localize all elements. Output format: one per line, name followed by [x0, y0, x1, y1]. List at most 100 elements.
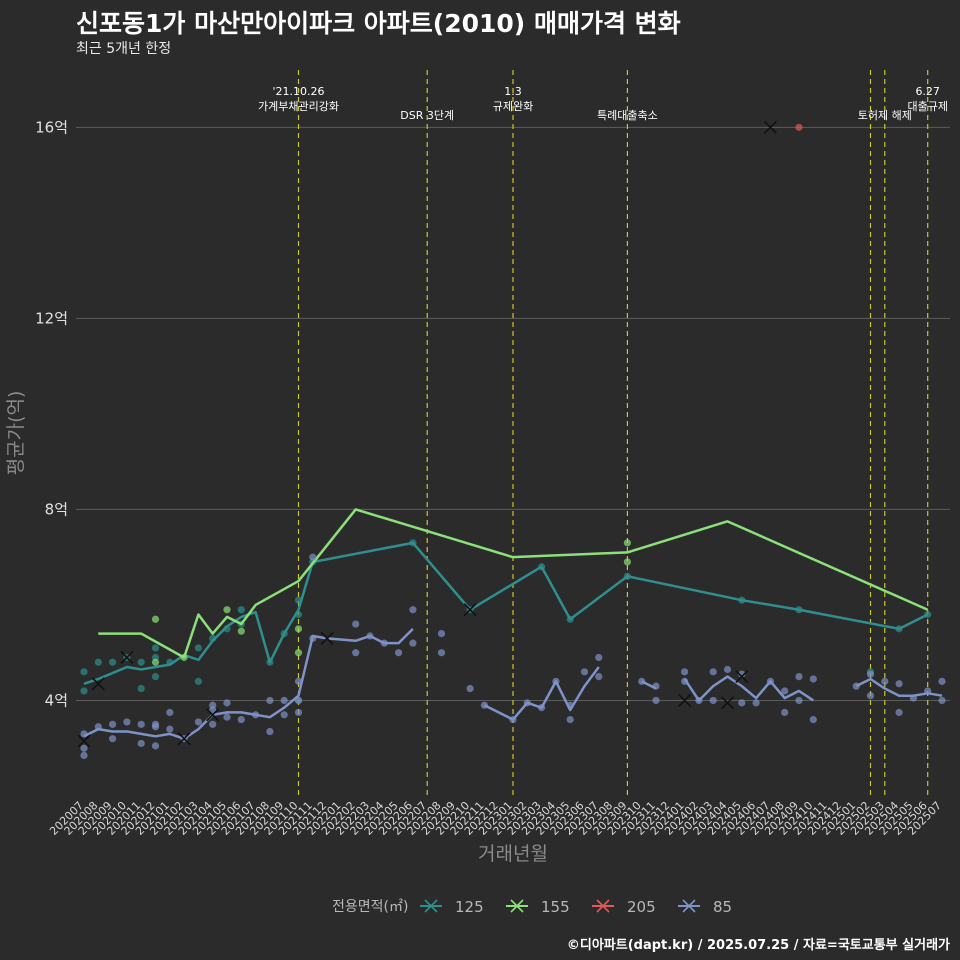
legend-marker	[596, 899, 610, 913]
data-point	[294, 708, 303, 717]
data-point	[709, 696, 717, 705]
data-point	[938, 677, 946, 685]
cancelled-deal-marker	[91, 677, 105, 691]
data-point	[309, 553, 317, 561]
data-point	[352, 620, 360, 628]
data-point	[709, 668, 717, 676]
data-point	[80, 744, 88, 752]
data-point	[237, 627, 245, 635]
data-point	[280, 696, 288, 705]
data-point	[109, 720, 117, 728]
data-point	[409, 606, 417, 614]
y-tick-label: 16억	[35, 118, 68, 136]
source-caption: ©디아파트(dapt.kr) / 2025.07.25 / 자료=국토교통부 실…	[566, 938, 950, 953]
event-label: 1.3 규제완화	[493, 85, 533, 113]
cancelled-deal-marker	[320, 631, 334, 645]
data-point	[938, 696, 946, 705]
data-point	[294, 649, 303, 657]
data-point	[151, 644, 160, 652]
data-point	[209, 720, 217, 728]
data-point	[237, 715, 245, 724]
legend-label: 205	[627, 898, 656, 916]
data-point	[781, 687, 789, 695]
legend-marker	[682, 899, 696, 913]
data-point	[223, 713, 231, 721]
data-point	[151, 742, 160, 750]
data-point	[881, 677, 889, 685]
data-point	[94, 658, 102, 666]
legend-marker	[424, 899, 438, 913]
data-point	[866, 670, 875, 678]
data-point	[409, 639, 417, 647]
data-point	[209, 706, 217, 714]
data-point	[781, 708, 789, 717]
data-point	[194, 644, 202, 652]
series-line	[83, 627, 414, 740]
data-point	[738, 670, 746, 678]
data-point	[895, 680, 903, 688]
data-point	[623, 539, 632, 547]
data-point	[809, 715, 817, 724]
data-point	[437, 649, 446, 657]
data-point	[352, 649, 360, 657]
data-point	[280, 711, 288, 719]
legend-label: 85	[713, 898, 732, 916]
cancelled-deal-marker	[463, 603, 477, 617]
data-point	[795, 123, 803, 131]
data-point	[437, 630, 446, 638]
data-point	[194, 718, 202, 726]
y-tick-label: 12억	[35, 309, 68, 327]
legend-title: 전용면적(㎡)	[332, 899, 408, 915]
data-point	[137, 658, 145, 666]
legend-label: 155	[541, 898, 570, 916]
event-label: 6.27 대출규제	[907, 85, 947, 113]
data-point	[151, 658, 160, 666]
cancelled-deal-marker	[77, 734, 91, 748]
data-point	[738, 699, 746, 707]
y-axis-title: 평균가(억)	[5, 391, 27, 476]
y-tick-label: 4억	[45, 691, 68, 709]
data-point	[580, 668, 589, 676]
data-point	[466, 684, 474, 693]
event-label: 토허제 해제	[858, 108, 912, 122]
data-point	[866, 692, 875, 700]
data-point	[80, 751, 88, 760]
data-point	[895, 708, 903, 717]
data-point	[151, 615, 160, 623]
data-point	[137, 739, 145, 748]
data-point	[266, 696, 274, 705]
data-point	[395, 649, 403, 657]
data-point	[566, 715, 574, 724]
data-point	[123, 718, 131, 726]
legend-marker	[510, 899, 524, 913]
cancelled-deal-marker	[120, 650, 134, 665]
data-point	[194, 677, 202, 685]
data-point	[809, 675, 817, 683]
data-point	[223, 606, 231, 614]
series-line	[483, 666, 600, 721]
data-point	[795, 696, 803, 705]
cancelled-deal-marker	[678, 693, 692, 708]
chart-title: 신포동1가 마산만아이파크 아파트(2010) 매매가격 변화	[76, 9, 681, 38]
data-point	[109, 658, 117, 666]
cancelled-deal-marker	[206, 708, 220, 722]
event-label: DSR 3단계	[400, 109, 454, 122]
data-point	[652, 696, 660, 705]
series-line	[683, 675, 814, 702]
data-point	[80, 687, 88, 695]
data-point	[623, 558, 632, 566]
cancelled-deal-marker	[763, 120, 777, 134]
data-point	[266, 727, 274, 736]
data-point	[151, 672, 160, 681]
data-point	[237, 606, 245, 614]
data-point	[595, 653, 603, 662]
data-point	[223, 699, 231, 707]
series-line	[98, 508, 929, 659]
data-point	[109, 735, 117, 743]
data-point	[294, 625, 303, 633]
data-point	[723, 665, 732, 674]
legend-label: 125	[455, 898, 484, 916]
data-point	[137, 684, 145, 693]
